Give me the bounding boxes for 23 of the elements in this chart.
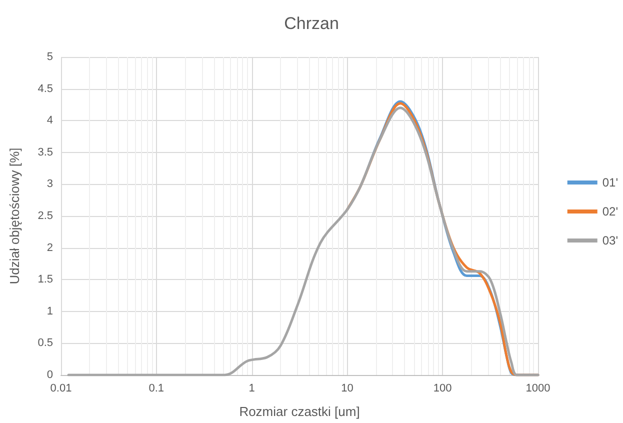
y-tick-label: 0 [46,369,53,381]
y-axis-title: Udział objętościowy [%] [7,148,22,284]
y-tick-label: 0.5 [38,337,53,350]
y-tick-label: 1 [46,305,53,318]
x-tick-label: 1000 [526,382,550,394]
y-tick-label: 4 [46,114,53,127]
y-tick-label: 3 [46,178,53,190]
chart-title: Chrzan [284,14,339,33]
y-tick-label: 3.5 [38,146,53,158]
x-tick-label: 0.01 [50,382,72,394]
x-tick-label: 0.1 [148,382,164,394]
x-axis-title: Rozmiar czastki [um] [239,404,360,419]
legend-label: 03' [602,234,618,248]
y-tick-label: 4.5 [38,82,53,95]
x-tick-label: 100 [433,382,452,394]
y-tick-label: 2.5 [38,210,53,222]
x-tick-label: 10 [341,382,354,394]
y-tick-label: 2 [46,242,53,254]
legend-label: 02' [602,204,618,218]
x-tick-label: 1 [248,382,255,394]
legend-label: 01' [602,176,618,190]
y-tick-label: 5 [46,51,53,63]
y-tick-label: 1.5 [38,274,53,286]
